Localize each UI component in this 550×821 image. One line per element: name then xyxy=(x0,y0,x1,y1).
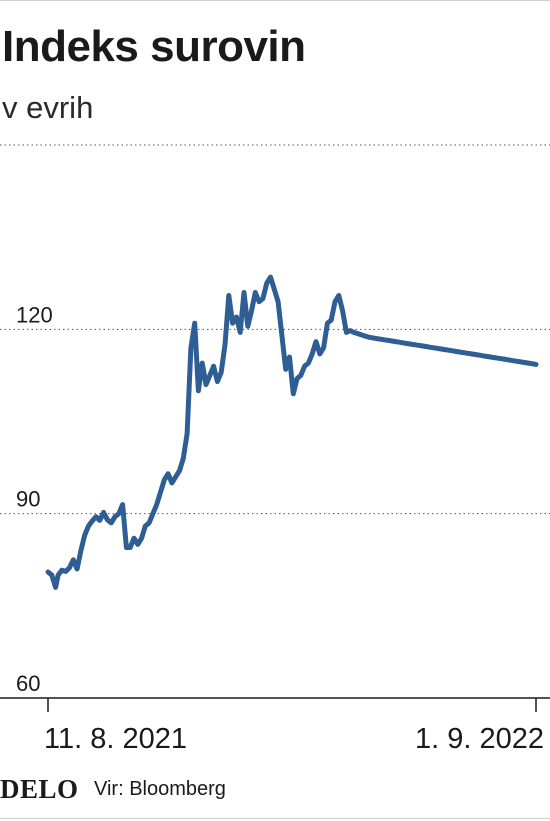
top-border xyxy=(0,0,550,1)
y-tick-label-120: 120 xyxy=(16,302,53,327)
source-note: Vir: Bloomberg xyxy=(94,778,226,800)
y-tick-label-60: 60 xyxy=(16,671,40,696)
series-line-1 xyxy=(45,274,539,590)
bottom-border xyxy=(0,818,550,819)
delo-logo: DELO xyxy=(0,774,79,804)
x-tick-label-2: 1. 9. 2022 xyxy=(415,723,544,755)
y-tick-label-90: 90 xyxy=(16,487,40,512)
chart-subtitle: v evrih xyxy=(2,90,94,125)
chart-title: Indeks surovin xyxy=(2,22,306,71)
x-tick-label-1: 11. 8. 2021 xyxy=(44,723,187,755)
